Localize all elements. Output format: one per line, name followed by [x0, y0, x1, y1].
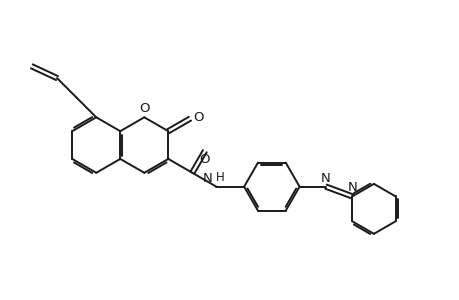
- Text: O: O: [199, 153, 210, 166]
- Text: H: H: [215, 171, 224, 184]
- Text: N: N: [320, 172, 330, 185]
- Text: O: O: [192, 111, 203, 124]
- Text: O: O: [139, 102, 149, 115]
- Text: N: N: [347, 182, 356, 194]
- Text: N: N: [202, 172, 212, 185]
